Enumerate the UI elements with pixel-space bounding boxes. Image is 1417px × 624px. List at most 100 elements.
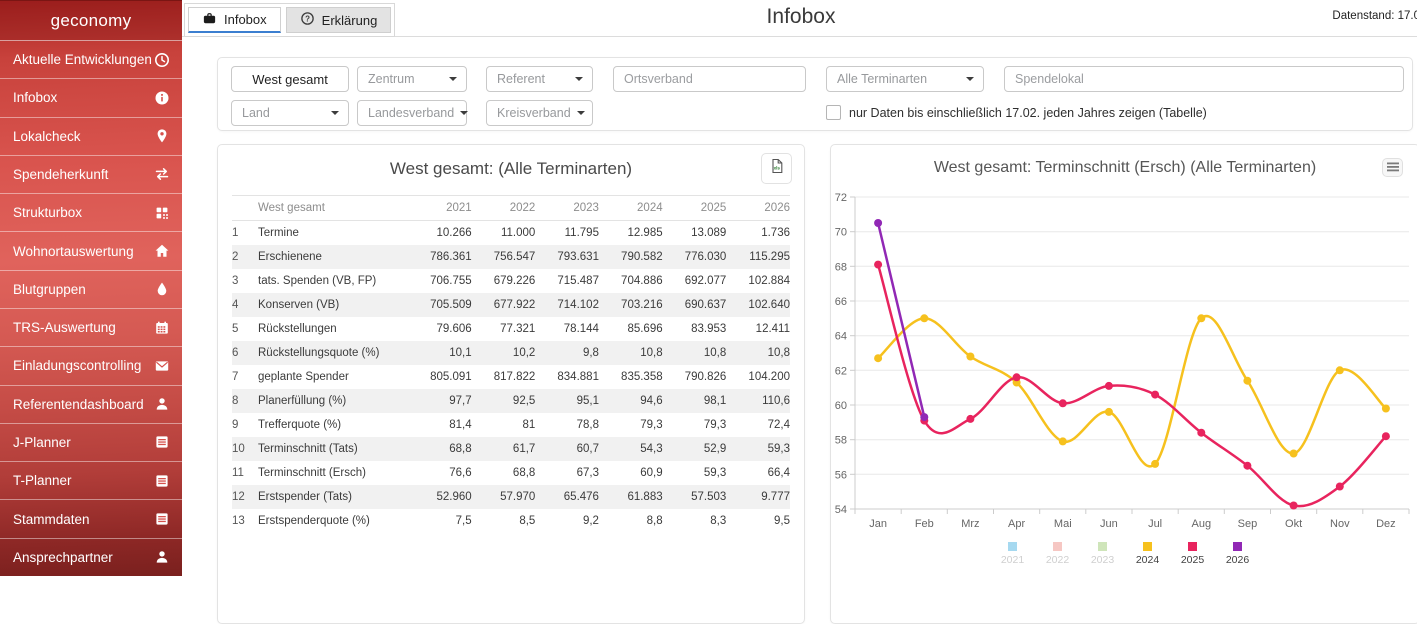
series-point-2024[interactable] (1243, 377, 1251, 385)
row-value: 76,6 (408, 461, 472, 485)
series-point-2025[interactable] (1013, 373, 1021, 381)
zentrum-select[interactable]: Zentrum (357, 66, 467, 92)
row-number: 9 (232, 413, 258, 437)
legend-item-2023[interactable]: 2023 (1088, 542, 1118, 566)
land-select-value: Land (242, 106, 270, 120)
sidebar-item-einladungscontrolling[interactable]: Einladungscontrolling (0, 347, 182, 385)
sidebar-item-blutgruppen[interactable]: Blutgruppen (0, 271, 182, 309)
chart-menu-button[interactable] (1382, 158, 1403, 177)
series-point-2024[interactable] (1105, 408, 1113, 416)
data-status-text: Datenstand: 17.0 (1332, 10, 1417, 22)
sidebar-item-infobox[interactable]: Infobox (0, 79, 182, 117)
row-value: 10,1 (408, 341, 472, 365)
svg-text:Sep: Sep (1238, 518, 1258, 530)
legend-item-2022[interactable]: 2022 (1043, 542, 1073, 566)
sidebar-item-spendeherkunft[interactable]: Spendeherkunft (0, 156, 182, 194)
person-icon (154, 549, 170, 565)
legend-label: 2023 (1091, 554, 1114, 566)
series-point-2025[interactable] (1382, 432, 1390, 440)
row-label: Terminschnitt (Ersch) (258, 461, 408, 485)
sidebar-item-stammdaten[interactable]: Stammdaten (0, 500, 182, 538)
row-number: 4 (232, 293, 258, 317)
spendelokal-input[interactable] (1004, 66, 1404, 92)
row-label: Terminschnitt (Tats) (258, 437, 408, 461)
series-point-2024[interactable] (1382, 405, 1390, 413)
legend-swatch (1098, 542, 1107, 551)
sidebar-item-t-planner[interactable]: T-Planner (0, 462, 182, 500)
svg-text:Mrz: Mrz (961, 518, 979, 530)
sidebar-item-lokalcheck[interactable]: Lokalcheck (0, 118, 182, 156)
series-point-2024[interactable] (920, 314, 928, 322)
row-value: 715.487 (535, 269, 599, 293)
series-point-2026[interactable] (920, 413, 928, 421)
referent-select[interactable]: Referent (486, 66, 593, 92)
sidebar-item-trs-auswertung[interactable]: TRS-Auswertung (0, 309, 182, 347)
series-point-2025[interactable] (1059, 399, 1067, 407)
row-value: 61,7 (472, 437, 536, 461)
series-point-2025[interactable] (1290, 502, 1298, 510)
table-row: 8Planerfüllung (%)97,792,595,194,698,111… (232, 389, 790, 413)
sidebar-item-label: Blutgruppen (13, 282, 86, 297)
row-value: 790.582 (599, 245, 663, 269)
series-point-2024[interactable] (1336, 366, 1344, 374)
series-point-2025[interactable] (1336, 483, 1344, 491)
series-point-2025[interactable] (966, 415, 974, 423)
excel-export-button[interactable]: xls (761, 153, 792, 184)
table-header-cell: 2022 (472, 196, 536, 221)
tab-erklaerung[interactable]: ? Erklärung (286, 7, 392, 33)
sidebar-item-referentendashboard[interactable]: Referentendashboard (0, 386, 182, 424)
row-label: Konserven (VB) (258, 293, 408, 317)
table-row: 12Erstspender (Tats)52.96057.97065.47661… (232, 485, 790, 509)
table-header-cell: 2026 (726, 196, 790, 221)
land-select[interactable]: Land (231, 100, 349, 126)
legend-item-2026[interactable]: 2026 (1223, 542, 1253, 566)
sidebar-item-label: Stammdaten (13, 512, 90, 527)
series-point-2024[interactable] (1151, 460, 1159, 468)
row-value: 703.216 (599, 293, 663, 317)
terminarten-select[interactable]: Alle Terminarten (826, 66, 984, 92)
series-point-2024[interactable] (1197, 314, 1205, 322)
row-value: 61.883 (599, 485, 663, 509)
series-point-2024[interactable] (966, 353, 974, 361)
ortsverband-input[interactable] (613, 66, 806, 92)
sidebar-item-ansprechpartner[interactable]: Ansprechpartner (0, 539, 182, 576)
svg-text:Jul: Jul (1148, 518, 1162, 530)
sidebar-item-strukturbox[interactable]: Strukturbox (0, 194, 182, 232)
series-point-2025[interactable] (1197, 429, 1205, 437)
series-point-2024[interactable] (1059, 437, 1067, 445)
landesverband-select-value: Landesverband (368, 106, 454, 120)
series-point-2025[interactable] (874, 261, 882, 269)
series-point-2024[interactable] (1290, 450, 1298, 458)
legend-item-2024[interactable]: 2024 (1133, 542, 1163, 566)
region-field[interactable] (231, 66, 349, 92)
table-row: 9Trefferquote (%)81,48178,879,379,372,4 (232, 413, 790, 437)
svg-text:60: 60 (835, 400, 847, 412)
row-value: 835.358 (599, 365, 663, 389)
series-point-2025[interactable] (1151, 391, 1159, 399)
referent-select-value: Referent (497, 72, 545, 86)
series-point-2025[interactable] (1105, 382, 1113, 390)
tab-infobox[interactable]: Infobox (188, 7, 281, 33)
series-point-2026[interactable] (874, 219, 882, 227)
svg-text:70: 70 (835, 227, 847, 239)
legend-item-2021[interactable]: 2021 (998, 542, 1028, 566)
row-value: 12.411 (726, 317, 790, 341)
sidebar-item-wohnortauswertung[interactable]: Wohnortauswertung (0, 232, 182, 270)
series-point-2025[interactable] (1243, 462, 1251, 470)
table-title: West gesamt: (Alle Terminarten) (218, 159, 804, 179)
row-value: 10,8 (663, 341, 727, 365)
sidebar-item-j-planner[interactable]: J-Planner (0, 424, 182, 462)
excel-export-icon: xls (769, 158, 785, 179)
legend-item-2025[interactable]: 2025 (1178, 542, 1208, 566)
only-until-date-checkbox[interactable] (826, 105, 841, 120)
series-line-2024 (878, 316, 1386, 466)
sidebar-item-aktuelle-entwicklungen[interactable]: Aktuelle Entwicklungen (0, 41, 182, 79)
series-point-2024[interactable] (874, 354, 882, 362)
landesverband-select[interactable]: Landesverband (357, 100, 467, 126)
row-value: 77.321 (472, 317, 536, 341)
table-row: 13Erstspenderquote (%)7,58,59,28,88,39,5 (232, 509, 790, 533)
kreisverband-select[interactable]: Kreisverband (486, 100, 593, 126)
sidebar-item-label: Infobox (13, 90, 57, 105)
legend-label: 2026 (1226, 554, 1249, 566)
svg-text:64: 64 (835, 331, 847, 343)
